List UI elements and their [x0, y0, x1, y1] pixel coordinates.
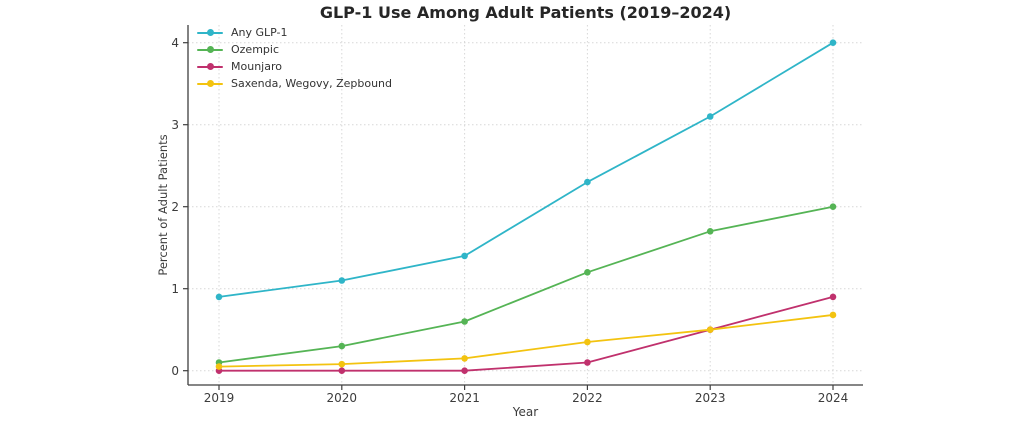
data-point-saxenda-wegovy-zepbound [338, 360, 346, 368]
data-point-any-glp-1 [338, 277, 346, 284]
data-point-saxenda-wegovy-zepbound [706, 326, 714, 334]
series-line-ozempic [218, 205, 834, 364]
y-tick-label: 1 [171, 282, 179, 296]
legend-item-saxenda-wegovy-zepbound: Saxenda, Wegovy, Zepbound [197, 75, 392, 92]
legend: Any GLP-1 Ozempic Mounjaro Saxenda, Wego… [197, 24, 392, 92]
data-point-saxenda-wegovy-zepbound [215, 363, 223, 370]
data-point-saxenda-wegovy-zepbound [829, 311, 837, 319]
data-point-mounjaro [829, 293, 837, 301]
series-line-any-glp-1 [218, 41, 834, 298]
legend-label-saxenda-wegovy-zepbound: Saxenda, Wegovy, Zepbound [231, 77, 392, 90]
x-tick-label: 2023 [695, 391, 726, 405]
data-point-any-glp-1 [584, 178, 591, 186]
legend-marker-saxenda-wegovy-zepbound [197, 79, 223, 88]
legend-label-ozempic: Ozempic [231, 43, 280, 56]
data-point-any-glp-1 [461, 252, 468, 260]
data-point-ozempic [829, 203, 837, 210]
series-line-saxenda-wegovy-zepbound [218, 314, 834, 368]
data-point-any-glp-1 [829, 39, 837, 46]
data-point-saxenda-wegovy-zepbound [584, 338, 591, 346]
y-axis-label: Percent of Adult Patients [156, 134, 170, 276]
legend-label-mounjaro: Mounjaro [231, 60, 282, 73]
data-point-saxenda-wegovy-zepbound [461, 355, 468, 362]
data-point-any-glp-1 [215, 293, 223, 301]
data-point-mounjaro [461, 367, 468, 375]
legend-item-ozempic: Ozempic [197, 41, 392, 58]
legend-marker-ozempic [197, 45, 223, 54]
legend-marker-mounjaro [197, 62, 223, 71]
y-tick-label: 3 [171, 118, 179, 132]
data-point-ozempic [584, 269, 591, 276]
data-point-mounjaro [584, 359, 591, 366]
x-tick-label: 2024 [818, 391, 849, 405]
data-point-mounjaro [338, 367, 346, 375]
x-tick-label: 2020 [327, 391, 358, 405]
x-axis-label: Year [512, 405, 539, 419]
x-tick-label: 2019 [204, 391, 235, 405]
x-tick-label: 2022 [572, 391, 603, 405]
chart-title: GLP-1 Use Among Adult Patients (2019–202… [319, 3, 732, 22]
legend-label-any-glp1: Any GLP-1 [231, 26, 288, 39]
data-point-any-glp-1 [706, 113, 714, 120]
data-point-ozempic [461, 318, 468, 325]
legend-marker-any-glp1 [197, 28, 223, 37]
legend-item-mounjaro: Mounjaro [197, 58, 392, 75]
series-line-mounjaro [218, 295, 834, 372]
y-tick-label: 0 [171, 364, 179, 378]
y-tick-label: 2 [171, 200, 179, 214]
data-point-ozempic [706, 228, 714, 235]
x-tick-label: 2021 [449, 391, 480, 405]
data-point-ozempic [338, 342, 346, 350]
y-tick-label: 4 [171, 36, 179, 50]
legend-item-any-glp1: Any GLP-1 [197, 24, 392, 41]
